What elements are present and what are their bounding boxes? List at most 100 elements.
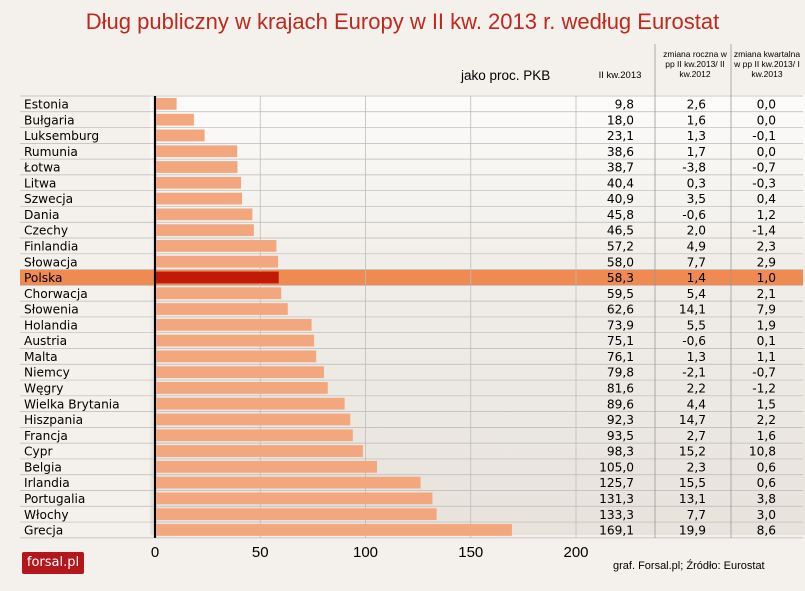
annual-change-label: 1,7 xyxy=(687,145,706,159)
category-label: Holandia xyxy=(24,318,78,332)
annual-change-label: 0,3 xyxy=(687,176,706,190)
header-value: II kw.2013 xyxy=(598,70,642,81)
bar-Szwecja xyxy=(156,192,243,205)
annual-change-label: 5,5 xyxy=(687,318,706,332)
category-label: Rumunia xyxy=(24,145,78,159)
bar-Portugalia xyxy=(156,492,433,505)
category-label: Dania xyxy=(24,208,59,222)
bar-Łotwa xyxy=(156,161,238,173)
bar-Polska xyxy=(156,271,279,284)
value-label: 92,3 xyxy=(607,413,634,427)
quarterly-change-label: 1,0 xyxy=(757,271,776,285)
quarterly-change-label: 0,6 xyxy=(757,476,776,490)
x-tick-label: 100 xyxy=(353,544,378,561)
category-label: Luksemburg xyxy=(24,129,99,143)
quarterly-change-label: 0,6 xyxy=(757,460,776,474)
value-label: 98,3 xyxy=(607,445,634,459)
value-label: 79,8 xyxy=(607,366,634,380)
highlight-row xyxy=(20,269,803,286)
category-label: Grecja xyxy=(24,524,63,538)
quarterly-change-label: -1,2 xyxy=(752,382,776,396)
category-label: Włochy xyxy=(24,508,69,522)
value-label: 9,8 xyxy=(615,97,634,111)
quarterly-change-label: 1,6 xyxy=(757,429,776,443)
category-label: Szwecja xyxy=(24,192,73,206)
annual-change-label: 14,1 xyxy=(679,303,706,317)
annual-change-label: 15,2 xyxy=(679,445,706,459)
quarterly-change-label: -0,3 xyxy=(752,176,776,190)
quarterly-change-label: 0,4 xyxy=(757,192,777,206)
category-label: Estonia xyxy=(24,97,69,111)
annual-change-label: 7,7 xyxy=(687,508,706,522)
bar-Cypr xyxy=(156,445,363,457)
category-label: Bułgaria xyxy=(24,113,75,127)
quarterly-change-label: -0,1 xyxy=(752,129,776,143)
quarterly-change-label: 0,0 xyxy=(757,97,776,111)
category-label: Irlandia xyxy=(24,476,70,490)
quarterly-change-label: 8,6 xyxy=(757,524,776,538)
quarterly-change-label: -0,7 xyxy=(752,161,776,175)
bar-Słowacja xyxy=(156,255,279,268)
annual-change-label: 2,3 xyxy=(687,460,706,474)
category-label: Niemcy xyxy=(24,366,70,380)
category-label: Węgry xyxy=(24,382,64,396)
value-label: 40,4 xyxy=(607,176,634,190)
value-label: 58,3 xyxy=(607,271,634,285)
annual-change-label: 3,5 xyxy=(687,192,706,206)
category-label: Malta xyxy=(24,350,58,364)
annual-change-label: -3,8 xyxy=(682,161,706,175)
annual-change-label: 2,2 xyxy=(687,382,706,396)
value-label: 58,0 xyxy=(607,255,634,269)
annual-change-label: -0,6 xyxy=(682,334,706,348)
category-label: Cypr xyxy=(24,445,53,459)
bar-Bułgaria xyxy=(156,113,194,126)
bar-Holandia xyxy=(156,318,312,331)
annual-change-label: 2,6 xyxy=(687,97,706,111)
value-label: 46,5 xyxy=(607,224,634,238)
value-label: 18,0 xyxy=(607,113,634,127)
annual-change-label: 4,4 xyxy=(687,397,707,411)
quarterly-change-label: 1,1 xyxy=(757,350,776,364)
annual-change-label: 1,4 xyxy=(687,271,707,285)
annual-change-label: -2,1 xyxy=(682,366,706,380)
quarterly-change-label: 0,1 xyxy=(757,334,776,348)
category-label: Wielka Brytania xyxy=(24,397,120,411)
bar-Francja xyxy=(156,429,353,442)
bar-Luksemburg xyxy=(156,129,205,142)
quarterly-change-label: 7,9 xyxy=(757,303,776,317)
header-annual-change: zmiana roczna w pp II kw.2013/ II kw.201… xyxy=(663,49,727,79)
value-label: 93,5 xyxy=(607,429,634,443)
value-label: 133,3 xyxy=(599,508,634,522)
value-label: 169,1 xyxy=(599,524,634,538)
header-quarterly-change: zmiana kwartalna w pp II kw.2013/ I kw.2… xyxy=(733,49,801,79)
category-label: Finlandia xyxy=(24,240,78,254)
category-label: Hiszpania xyxy=(24,413,83,427)
quarterly-change-label: 1,2 xyxy=(757,208,776,222)
value-label: 75,1 xyxy=(607,334,634,348)
bar-Dania xyxy=(156,208,253,221)
quarterly-change-label: 2,3 xyxy=(757,240,776,254)
unit-label: jako proc. PKB xyxy=(461,68,551,83)
bar-Włochy xyxy=(156,508,437,521)
value-label: 62,6 xyxy=(607,303,634,317)
annual-change-label: 7,7 xyxy=(687,255,706,269)
x-tick-label: 200 xyxy=(563,544,588,561)
quarterly-change-label: 3,8 xyxy=(757,492,776,506)
quarterly-change-label: 1,5 xyxy=(757,397,776,411)
annual-change-label: 1,6 xyxy=(687,113,706,127)
bar-Czechy xyxy=(156,224,254,237)
value-label: 131,3 xyxy=(599,492,634,506)
bar-Słowenia xyxy=(156,303,288,315)
x-tick-label: 150 xyxy=(458,544,483,561)
value-label: 40,9 xyxy=(607,192,634,206)
bar-Chorwacja xyxy=(156,287,282,300)
value-label: 125,7 xyxy=(599,476,634,490)
bar-Estonia xyxy=(156,98,177,110)
bar-Malta xyxy=(156,350,317,363)
quarterly-change-label: 2,9 xyxy=(757,255,776,269)
quarterly-change-label: 3,0 xyxy=(757,508,776,522)
quarterly-change-label: -0,7 xyxy=(752,366,776,380)
bar-Wielka Brytania xyxy=(156,397,345,410)
category-label: Francja xyxy=(24,429,68,443)
